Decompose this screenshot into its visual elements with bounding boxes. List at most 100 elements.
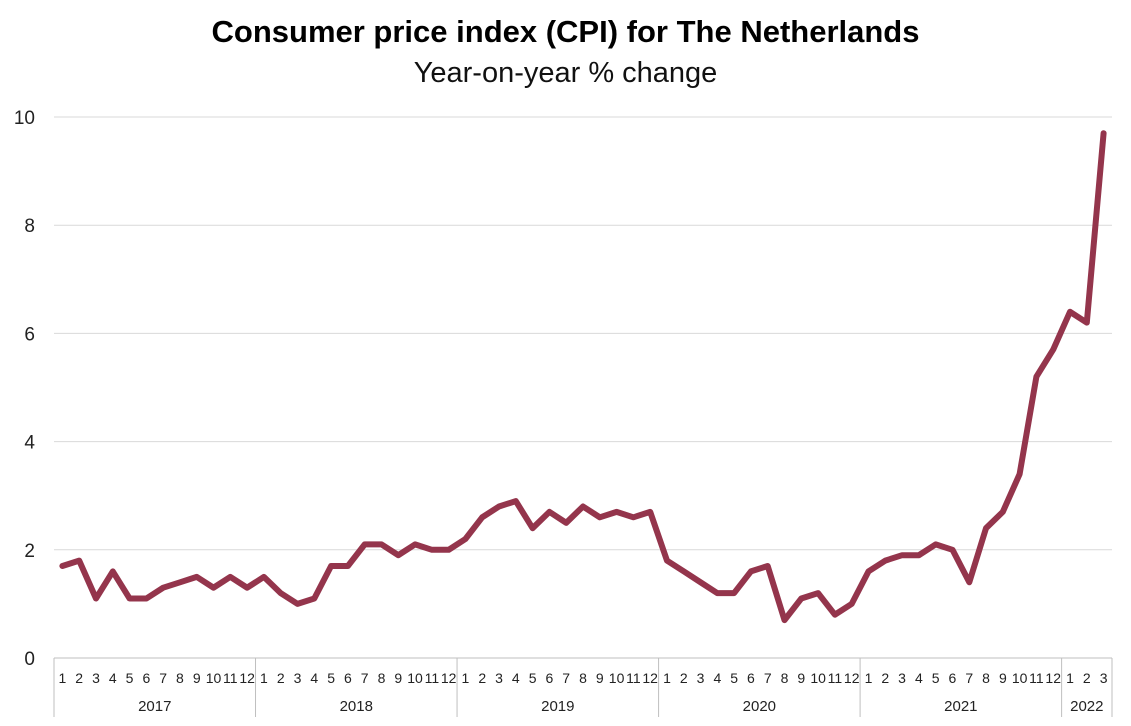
month-tick-label: 8 — [982, 670, 990, 686]
data-point — [94, 597, 98, 600]
data-point — [346, 564, 350, 568]
data-point — [463, 537, 467, 541]
data-point — [883, 559, 887, 563]
data-point — [262, 575, 266, 579]
month-tick-label: 11 — [828, 670, 843, 686]
data-point — [699, 580, 703, 584]
month-tick-label: 1 — [1066, 670, 1074, 686]
month-tick-label: 3 — [898, 670, 906, 686]
month-tick-label: 2 — [277, 670, 285, 686]
chart-title: Consumer price index (CPI) for The Nethe… — [211, 14, 920, 49]
y-tick-label: 0 — [24, 649, 35, 670]
month-tick-label: 3 — [1100, 670, 1108, 686]
data-point — [279, 591, 283, 595]
month-tick-label: 1 — [462, 670, 470, 686]
data-point — [900, 553, 904, 557]
month-tick-label: 1 — [260, 670, 268, 686]
month-tick-label: 6 — [344, 670, 352, 686]
data-point — [413, 542, 417, 546]
data-point — [161, 586, 165, 590]
month-tick-label: 7 — [562, 670, 570, 686]
data-point — [1068, 310, 1072, 314]
data-point — [111, 569, 115, 573]
data-point — [1102, 131, 1106, 135]
gridlines — [54, 116, 1112, 551]
data-point — [531, 526, 535, 530]
data-point — [312, 597, 316, 600]
data-point — [1001, 510, 1005, 514]
month-tick-label: 7 — [965, 670, 973, 686]
year-label: 2021 — [944, 698, 977, 715]
data-point — [178, 580, 182, 584]
data-point — [867, 569, 870, 573]
data-point — [951, 548, 954, 552]
month-tick-label: 1 — [865, 670, 873, 686]
month-tick-label: 6 — [546, 670, 554, 686]
y-tick-label: 6 — [24, 324, 35, 345]
series-layer — [59, 130, 1107, 624]
data-point — [296, 602, 299, 606]
month-tick-label: 1 — [663, 670, 671, 686]
month-tick-label: 8 — [176, 670, 184, 686]
data-point — [144, 597, 148, 600]
cpi-series-line — [59, 130, 1107, 624]
data-point — [665, 559, 669, 563]
month-tick-label: 12 — [1045, 670, 1061, 686]
y-tick-label: 10 — [14, 108, 35, 129]
data-point — [984, 526, 988, 530]
year-label: 2017 — [138, 698, 171, 715]
data-point — [228, 575, 232, 579]
month-tick-label: 12 — [844, 670, 860, 686]
month-tick-label: 4 — [310, 670, 318, 686]
month-tick-label: 6 — [142, 670, 150, 686]
data-point — [967, 580, 971, 584]
month-tick-label: 3 — [495, 670, 503, 686]
month-tick-label: 3 — [294, 670, 302, 686]
data-point — [396, 553, 400, 557]
data-point — [732, 591, 736, 595]
data-point — [833, 613, 837, 617]
month-tick-label: 1 — [58, 670, 66, 686]
data-point — [631, 515, 635, 519]
data-point — [749, 569, 753, 573]
year-label: 2019 — [541, 698, 574, 715]
month-tick-label: 8 — [378, 670, 386, 686]
month-tick-label: 8 — [781, 670, 789, 686]
month-tick-label: 2 — [75, 670, 83, 686]
data-point — [447, 548, 451, 552]
data-point — [917, 553, 921, 557]
month-tick-label: 5 — [529, 670, 537, 686]
month-tick-label: 2 — [680, 670, 688, 686]
month-tick-label: 2 — [478, 670, 486, 686]
data-point — [128, 597, 132, 600]
data-point — [60, 564, 64, 568]
data-point — [934, 542, 938, 546]
data-point — [329, 564, 333, 568]
data-point — [514, 499, 518, 503]
month-tick-label: 9 — [999, 670, 1007, 686]
data-point — [1018, 472, 1022, 476]
y-axis: 0 2 4 6 8 10 — [14, 108, 36, 670]
month-tick-label: 4 — [915, 670, 923, 686]
month-tick-label: 9 — [797, 670, 805, 686]
data-point — [598, 515, 602, 519]
data-point — [581, 505, 585, 508]
data-point — [195, 575, 199, 579]
month-tick-label: 5 — [730, 670, 738, 686]
data-point — [245, 586, 249, 590]
month-tick-label: 3 — [92, 670, 100, 686]
month-tick-label: 11 — [626, 670, 641, 686]
month-tick-label: 10 — [407, 670, 423, 686]
month-tick-label: 5 — [327, 670, 335, 686]
data-point — [715, 591, 719, 595]
data-point — [816, 591, 820, 595]
data-point — [799, 597, 803, 600]
year-label: 2018 — [340, 698, 373, 715]
data-point — [1051, 348, 1055, 352]
month-tick-label: 12 — [239, 670, 255, 686]
month-tick-label: 7 — [361, 670, 369, 686]
month-tick-label: 9 — [596, 670, 604, 686]
month-tick-label: 5 — [126, 670, 134, 686]
